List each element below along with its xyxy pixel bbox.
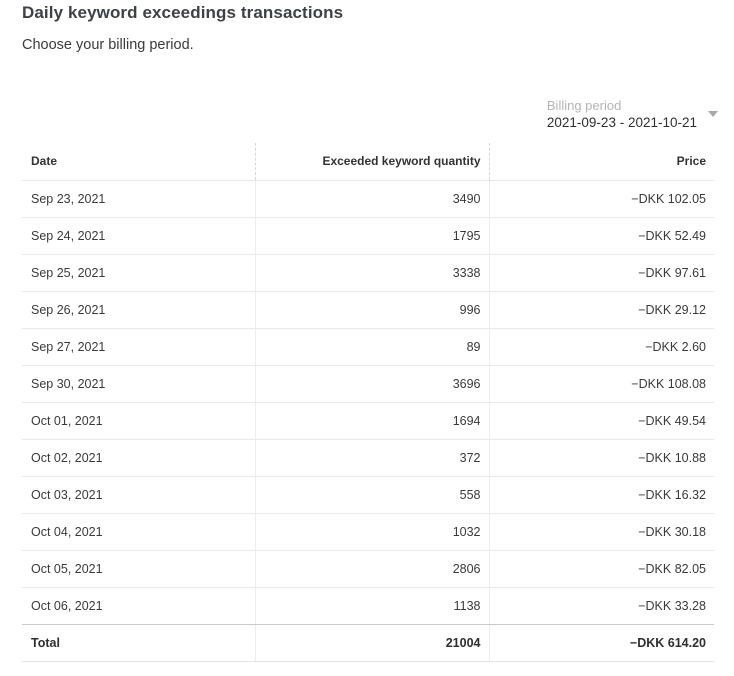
cell-quantity: 3490 <box>254 180 489 218</box>
cell-quantity: 3338 <box>254 254 489 292</box>
table-row: Sep 23, 2021 3490 −DKK 102.05 <box>22 180 714 218</box>
cell-quantity: 996 <box>254 291 489 329</box>
cell-date: Sep 23, 2021 <box>22 180 255 218</box>
table-header-row: Date Exceeded keyword quantity Price <box>22 143 714 181</box>
cell-quantity: 558 <box>254 476 489 514</box>
cell-date: Oct 01, 2021 <box>22 402 255 440</box>
cell-quantity: 1694 <box>254 402 489 440</box>
cell-date: Oct 02, 2021 <box>22 439 255 477</box>
billing-period-text: Billing period 2021-09-23 - 2021-10-21 <box>547 98 697 131</box>
cell-quantity: 2806 <box>254 550 489 588</box>
cell-price: −DKK 10.88 <box>488 439 714 477</box>
cell-quantity: 1032 <box>254 513 489 551</box>
column-header-date: Date <box>22 143 255 181</box>
cell-price: −DKK 97.61 <box>488 254 714 292</box>
column-header-quantity: Exceeded keyword quantity <box>254 143 489 181</box>
cell-date: Oct 05, 2021 <box>22 550 255 588</box>
total-quantity: 21004 <box>254 624 489 662</box>
cell-date: Sep 24, 2021 <box>22 217 255 255</box>
table-row: Oct 03, 2021 558 −DKK 16.32 <box>22 476 714 514</box>
cell-price: −DKK 49.54 <box>488 402 714 440</box>
cell-price: −DKK 82.05 <box>488 550 714 588</box>
table-row: Sep 26, 2021 996 −DKK 29.12 <box>22 291 714 329</box>
cell-date: Oct 04, 2021 <box>22 513 255 551</box>
table-row: Oct 05, 2021 2806 −DKK 82.05 <box>22 550 714 588</box>
cell-date: Sep 25, 2021 <box>22 254 255 292</box>
cell-price: −DKK 16.32 <box>488 476 714 514</box>
cell-quantity: 89 <box>254 328 489 366</box>
cell-date: Oct 06, 2021 <box>22 587 255 625</box>
page-title: Daily keyword exceedings transactions <box>22 3 344 22</box>
billing-period-dropdown[interactable]: Billing period 2021-09-23 - 2021-10-21 <box>547 98 718 131</box>
chevron-down-icon <box>708 111 718 117</box>
page-subtitle: Choose your billing period. <box>22 37 194 53</box>
cell-quantity: 1138 <box>254 587 489 625</box>
cell-price: −DKK 33.28 <box>488 587 714 625</box>
table-row: Sep 27, 2021 89 −DKK 2.60 <box>22 328 714 366</box>
table-row: Sep 24, 2021 1795 −DKK 52.49 <box>22 217 714 255</box>
cell-date: Sep 30, 2021 <box>22 365 255 403</box>
total-label: Total <box>22 624 255 662</box>
transactions-table: Date Exceeded keyword quantity Price Sep… <box>22 143 714 662</box>
table-row: Oct 02, 2021 372 −DKK 10.88 <box>22 439 714 477</box>
table-total-row: Total 21004 −DKK 614.20 <box>22 624 714 662</box>
cell-price: −DKK 108.08 <box>488 365 714 403</box>
cell-quantity: 372 <box>254 439 489 477</box>
table-row: Sep 25, 2021 3338 −DKK 97.61 <box>22 254 714 292</box>
cell-price: −DKK 102.05 <box>488 180 714 218</box>
cell-date: Oct 03, 2021 <box>22 476 255 514</box>
table-row: Oct 01, 2021 1694 −DKK 49.54 <box>22 402 714 440</box>
cell-price: −DKK 52.49 <box>488 217 714 255</box>
cell-price: −DKK 29.12 <box>488 291 714 329</box>
billing-period-value: 2021-09-23 - 2021-10-21 <box>546 115 697 130</box>
cell-date: Sep 26, 2021 <box>22 291 255 329</box>
cell-date: Sep 27, 2021 <box>22 328 255 366</box>
table-row: Oct 04, 2021 1032 −DKK 30.18 <box>22 513 714 551</box>
table-row: Sep 30, 2021 3696 −DKK 108.08 <box>22 365 714 403</box>
cell-quantity: 3696 <box>254 365 489 403</box>
table-row: Oct 06, 2021 1138 −DKK 33.28 <box>22 587 714 625</box>
total-price: −DKK 614.20 <box>488 624 714 662</box>
column-header-price: Price <box>488 143 714 181</box>
billing-period-label: Billing period <box>546 98 622 113</box>
cell-price: −DKK 2.60 <box>488 328 714 366</box>
cell-quantity: 1795 <box>254 217 489 255</box>
cell-price: −DKK 30.18 <box>488 513 714 551</box>
